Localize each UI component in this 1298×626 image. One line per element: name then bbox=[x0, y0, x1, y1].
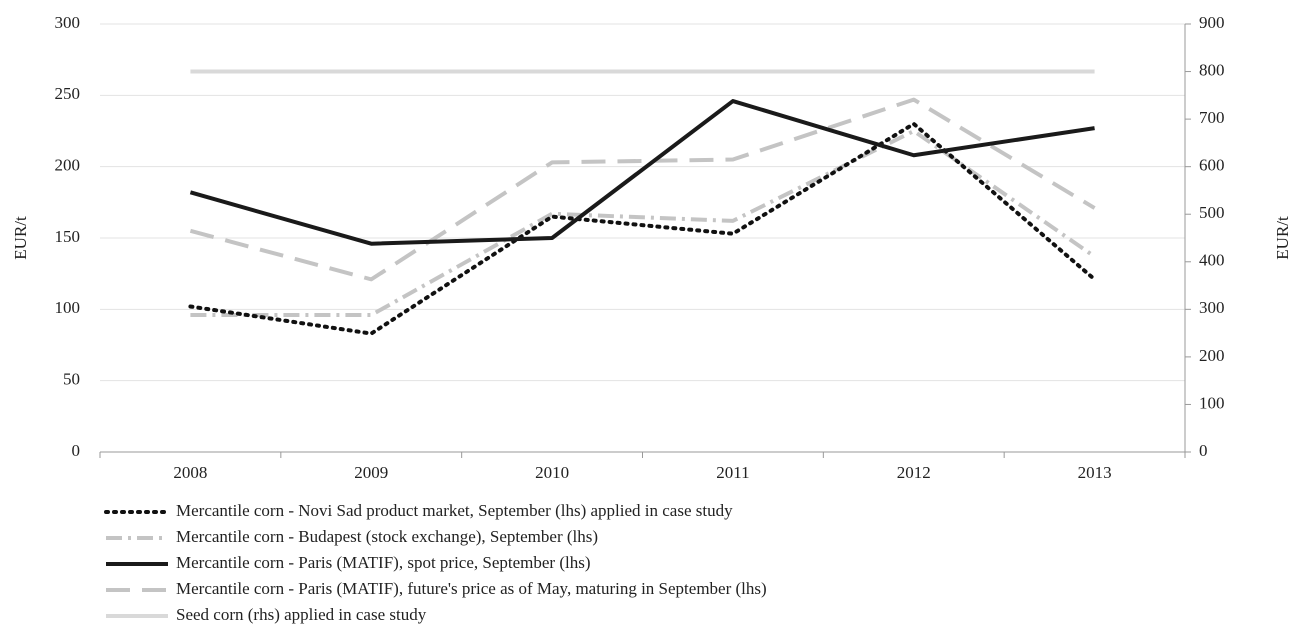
y-tick-label: 150 bbox=[55, 227, 81, 246]
x-tick-label: 2012 bbox=[897, 463, 931, 482]
y2-tick-label: 200 bbox=[1199, 346, 1225, 365]
y2-tick-label: 100 bbox=[1199, 393, 1225, 412]
x-tick-label: 2009 bbox=[354, 463, 388, 482]
y-tick-label: 100 bbox=[55, 298, 81, 317]
legend-label: Mercantile corn - Budapest (stock exchan… bbox=[176, 527, 598, 546]
y2-tick-label: 800 bbox=[1199, 60, 1225, 79]
y-tick-label: 0 bbox=[72, 441, 81, 460]
legend-label: Mercantile corn - Paris (MATIF), spot pr… bbox=[176, 553, 591, 572]
y-tick-label: 200 bbox=[55, 156, 81, 175]
series-line bbox=[189, 97, 1096, 282]
x-tick-label: 2010 bbox=[535, 463, 569, 482]
legend-label: Mercantile corn - Paris (MATIF), future'… bbox=[176, 579, 767, 598]
y2-axis-label: EUR/t bbox=[1273, 216, 1292, 260]
legend-label: Seed corn (rhs) applied in case study bbox=[176, 605, 427, 624]
y2-tick-label: 600 bbox=[1199, 156, 1225, 175]
y-tick-label: 300 bbox=[55, 13, 81, 32]
y2-tick-label: 700 bbox=[1199, 108, 1225, 127]
y-tick-label: 50 bbox=[63, 370, 80, 389]
y-axis-label: EUR/t bbox=[11, 216, 30, 260]
x-tick-label: 2013 bbox=[1078, 463, 1112, 482]
legend-label: Mercantile corn - Novi Sad product marke… bbox=[176, 501, 733, 520]
x-tick-label: 2011 bbox=[716, 463, 749, 482]
y2-tick-label: 500 bbox=[1199, 203, 1225, 222]
y2-tick-label: 0 bbox=[1199, 441, 1208, 460]
y2-tick-label: 900 bbox=[1199, 13, 1225, 32]
series-line bbox=[189, 99, 1095, 246]
y2-tick-label: 300 bbox=[1199, 298, 1225, 317]
x-tick-label: 2008 bbox=[173, 463, 207, 482]
series-line bbox=[190, 129, 1096, 318]
y-tick-label: 250 bbox=[55, 84, 81, 103]
y2-tick-label: 400 bbox=[1199, 251, 1225, 270]
series-line bbox=[188, 121, 1097, 336]
